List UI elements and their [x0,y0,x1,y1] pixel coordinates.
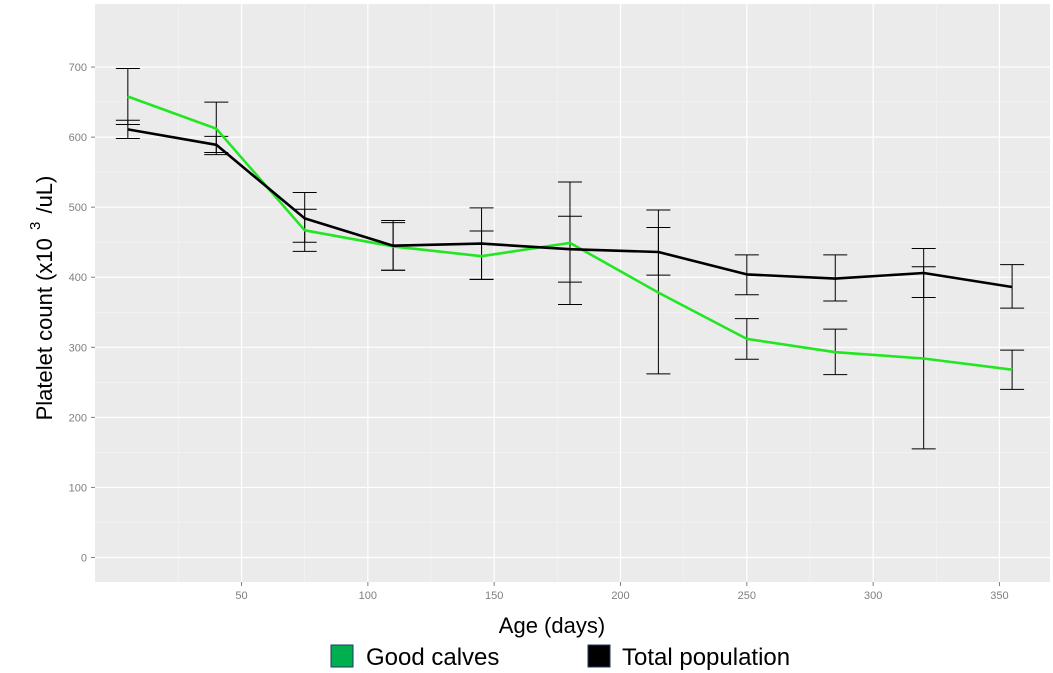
y-tick-label: 200 [69,412,87,424]
x-tick-label: 50 [235,590,247,602]
y-tick-label: 700 [69,62,87,74]
plot-background [95,4,1050,582]
y-tick-label: 500 [69,202,87,214]
x-axis-title: Age (days) [499,613,605,638]
y-tick-label: 600 [69,132,87,144]
y-axis-title-main: Platelet count (x10 [32,238,57,420]
y-tick-label: 300 [69,342,87,354]
y-tick-label: 100 [69,482,87,494]
x-tick-label: 200 [611,590,629,602]
legend-label-good-calves: Good calves [366,644,499,671]
x-tick-label: 350 [990,590,1008,602]
svg-text:Platelet count (x10 3: Platelet count (x10 3 /uL) [20,176,57,421]
legend-swatch-total-population [587,644,611,668]
legend-item-good-calves: Good calves [330,644,499,671]
legend-label-total-population: Total population [622,644,790,671]
x-tick-label: 100 [359,590,377,602]
y-tick-label: 400 [69,272,87,284]
x-tick-label: 250 [738,590,756,602]
legend: Good calves Total population [330,644,790,671]
y-axis-title-superscript: 3 [27,222,44,230]
y-axis-title-suffix: /uL) [32,176,57,214]
y-axis-title: Platelet count (x10 3 /uL) [20,176,57,421]
y-axis-ticks: 0 100 200 300 400 500 600 700 [69,62,95,564]
legend-swatch-good-calves [330,644,354,668]
series-line-total-population [127,128,1013,289]
x-tick-label: 150 [485,590,503,602]
y-tick-label: 0 [81,552,87,564]
x-axis-ticks: 50 100 150 200 250 300 350 [235,582,1009,602]
x-tick-label: 300 [864,590,882,602]
error-bar-good-calves [1000,349,1025,390]
series-lines [127,95,1013,371]
legend-item-total-population: Total population [587,644,790,671]
series-line-good-calves [127,95,1013,371]
